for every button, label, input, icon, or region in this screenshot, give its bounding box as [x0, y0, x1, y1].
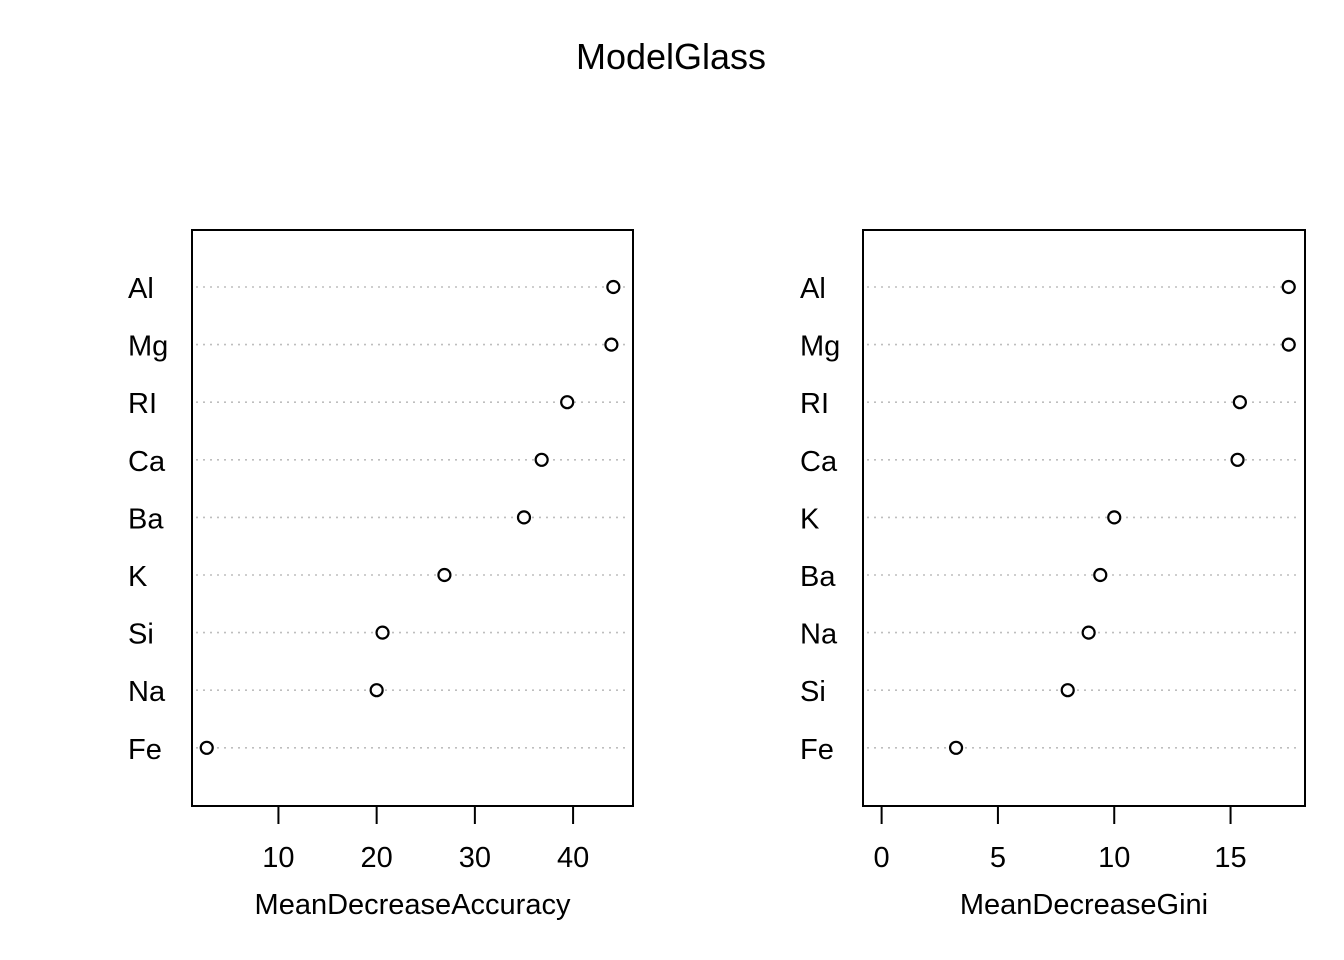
data-point	[516, 510, 532, 525]
category-label: Ba	[128, 503, 164, 535]
category-label: Mg	[128, 331, 168, 363]
category-label: Ca	[800, 446, 838, 478]
x-axis-label: MeanDecreaseAccuracy	[255, 889, 571, 921]
category-label: Al	[800, 273, 826, 305]
data-point	[437, 567, 452, 583]
data-point	[1232, 395, 1247, 410]
data-point	[1081, 625, 1096, 640]
data-point	[534, 452, 549, 467]
category-label: K	[128, 561, 148, 593]
category-label: Ba	[800, 561, 836, 593]
x-tick-label: 0	[874, 842, 890, 874]
data-point	[199, 740, 214, 755]
category-label: Ca	[128, 446, 166, 478]
x-tick-label: 10	[1098, 842, 1130, 874]
category-label: Si	[128, 619, 154, 651]
data-point	[1281, 337, 1296, 352]
category-label: Fe	[800, 734, 834, 766]
category-label: Al	[128, 273, 154, 305]
data-point	[948, 740, 964, 755]
x-tick-label: 30	[459, 842, 491, 874]
category-label: RI	[128, 388, 157, 420]
category-label: Fe	[128, 734, 162, 766]
figure-title: ModelGlass	[576, 36, 766, 77]
category-label: RI	[800, 388, 829, 420]
category-label: Na	[800, 619, 838, 651]
data-point	[369, 683, 384, 698]
data-point	[1281, 279, 1296, 295]
x-tick-label: 5	[990, 842, 1006, 874]
data-point	[1093, 567, 1108, 583]
data-point	[1060, 683, 1075, 698]
category-label: Na	[128, 676, 166, 708]
panel-mean-decrease-accuracy: Al Mg RI Ca Ba K Si Na Fe 10 20 30 40 MeanDecreaseAcc…	[128, 229, 634, 921]
x-tick-label: 40	[557, 842, 589, 874]
data-point	[1230, 452, 1245, 467]
x-tick-label: 20	[361, 842, 393, 874]
data-point	[604, 337, 619, 352]
data-point	[1107, 510, 1122, 525]
category-label: K	[800, 503, 820, 535]
data-point	[606, 279, 621, 295]
x-tick-label: 10	[262, 842, 294, 874]
data-point	[560, 395, 575, 410]
x-axis-label: MeanDecreaseGini	[960, 889, 1208, 921]
category-label: Si	[800, 676, 826, 708]
category-label: Mg	[800, 331, 840, 363]
data-point	[375, 625, 390, 640]
x-tick-label: 15	[1214, 842, 1246, 874]
